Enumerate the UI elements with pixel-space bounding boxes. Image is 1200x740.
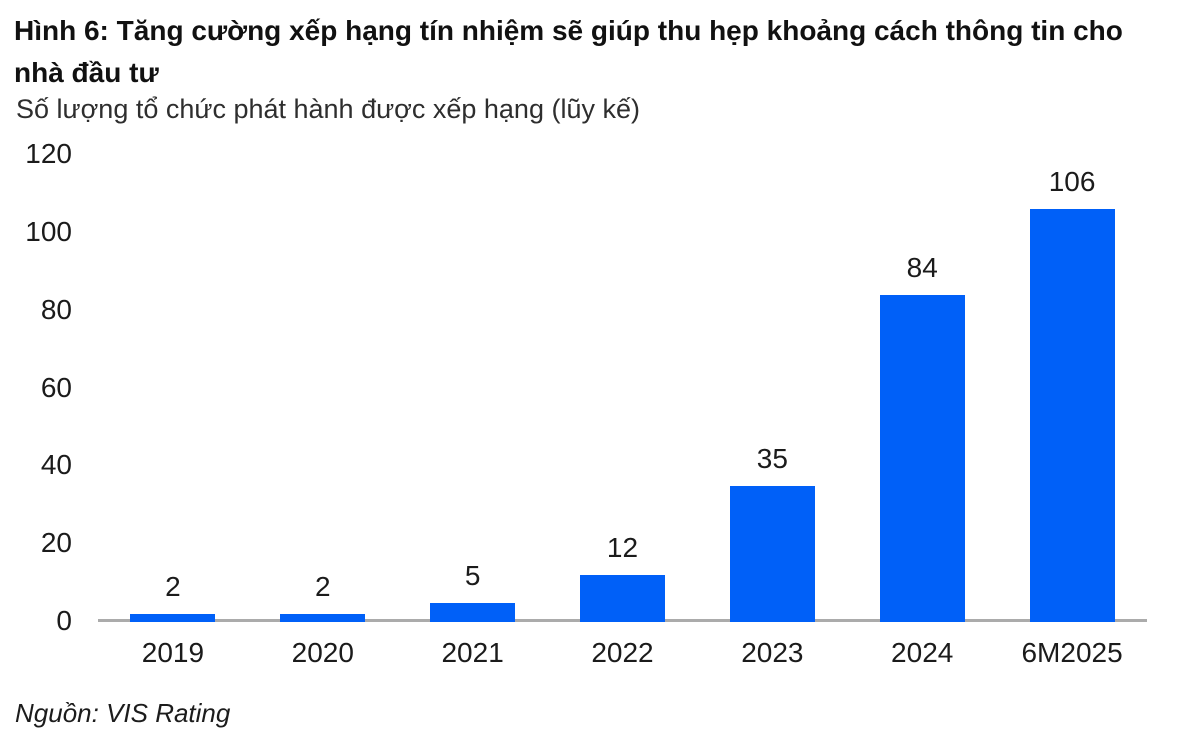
bar-value-label: 12	[606, 532, 639, 564]
bar-6M2025	[1029, 209, 1115, 622]
x-axis-category-label: 2024	[891, 637, 954, 668]
y-axis-tick-label: 120	[25, 138, 72, 169]
y-axis-tick-label: 80	[40, 293, 72, 325]
figure-title-line-1: Hình 6: Tăng cường xếp hạng tín nhiệm sẽ…	[14, 15, 1123, 46]
bar-2023	[729, 485, 815, 622]
bar-2020	[280, 614, 366, 622]
x-axis-category-label: 2021	[441, 637, 504, 668]
figure-title-line-2: nhà đầu tư	[14, 57, 159, 88]
x-axis-category-label: 2023	[741, 637, 804, 668]
bar-value-label: 2	[314, 571, 331, 603]
x-axis-category-label: 2019	[141, 637, 205, 668]
y-axis-tick-label: 40	[40, 449, 72, 481]
bar-value-label: 106	[1048, 166, 1096, 198]
x-axis-category-label: 2020	[291, 637, 354, 668]
bar-2022	[580, 575, 665, 622]
x-axis-category-label: 6M2025	[1021, 637, 1123, 668]
figure-title: Hình 6: Tăng cường xếp hạng tín nhiệm sẽ…	[14, 10, 1200, 94]
y-axis-tick-label: 0	[56, 605, 72, 636]
y-axis-tick-label: 60	[40, 371, 72, 403]
bar-value-label: 2	[165, 571, 181, 603]
bar-2021	[430, 602, 516, 622]
bar-2024	[879, 295, 965, 622]
chart-subtitle: Số lượng tổ chức phát hành được xếp hạng…	[16, 94, 640, 124]
bar-2019	[130, 614, 216, 622]
source-note: Nguồn: VIS Rating	[15, 698, 231, 728]
y-axis-tick-label: 100	[25, 215, 72, 247]
bar-value-label: 35	[756, 442, 788, 474]
x-axis-category-label: 2022	[591, 637, 654, 668]
bar-value-label: 5	[464, 559, 481, 591]
y-axis-tick-label: 20	[40, 527, 72, 559]
bar-value-label: 84	[906, 252, 938, 284]
